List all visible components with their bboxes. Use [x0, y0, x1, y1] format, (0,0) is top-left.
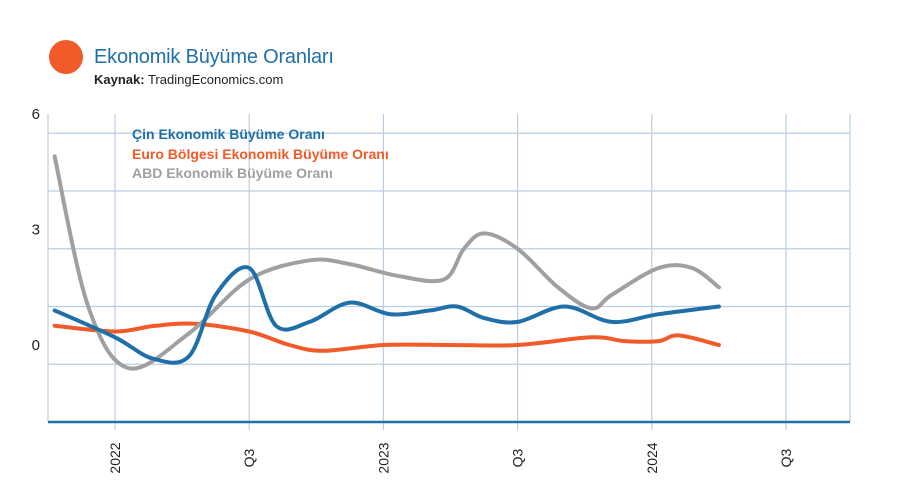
x-tick-label: Q3	[241, 448, 257, 467]
chart-source: Kaynak: TradingEconomics.com	[94, 72, 283, 87]
y-tick-label: 6	[32, 106, 40, 123]
title-dot	[49, 40, 83, 74]
source-value: TradingEconomics.com	[147, 72, 284, 87]
y-tick-label: 0	[32, 337, 40, 354]
series-line-euro	[52, 321, 721, 353]
chart-title: Ekonomik Büyüme Oranları	[94, 46, 334, 68]
legend-entry-china: Çin Ekonomik Büyüme Oranı	[132, 126, 325, 142]
x-tick-label: Q3	[778, 448, 794, 467]
legend-entry-usa: ABD Ekonomik Büyüme Oranı	[132, 165, 333, 181]
chart-legend: Çin Ekonomik Büyüme Oranı Euro Bölgesi E…	[132, 125, 389, 184]
y-tick-label: 3	[32, 222, 40, 239]
x-tick-label: Q3	[510, 448, 526, 467]
series-line-china	[52, 265, 721, 365]
x-tick-label: 2022	[107, 442, 123, 473]
x-tick-label: 2024	[644, 442, 660, 473]
x-tick-label: 2023	[375, 442, 391, 473]
legend-entry-euro: Euro Bölgesi Ekonomik Büyüme Oranı	[132, 145, 389, 162]
source-label: Kaynak:	[94, 72, 145, 87]
series-line-usa	[52, 154, 721, 371]
